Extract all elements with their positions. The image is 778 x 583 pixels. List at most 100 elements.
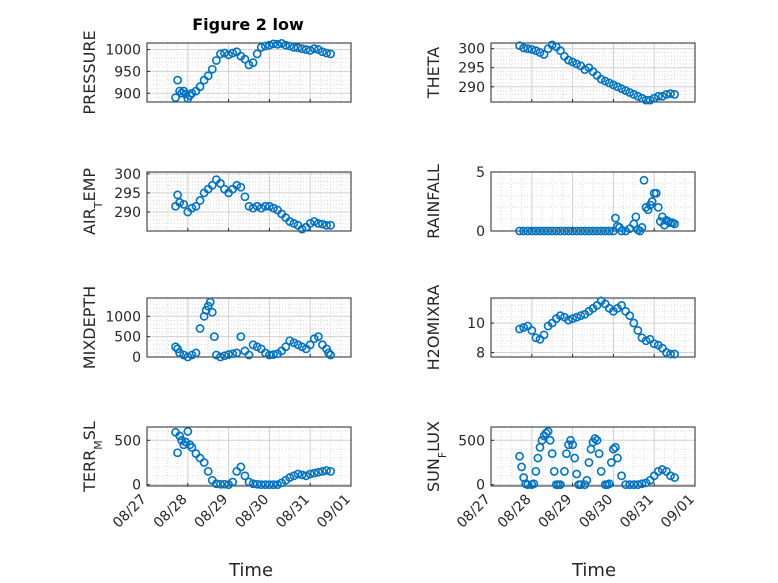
data-point	[209, 332, 219, 342]
data-point	[244, 477, 254, 487]
data-point	[604, 479, 614, 489]
x-tick-label: 08/27	[110, 492, 150, 532]
data-point	[613, 453, 622, 463]
data-point	[515, 226, 524, 236]
x-tick-label: 08/31	[617, 492, 657, 532]
data-point	[203, 71, 213, 81]
data-point	[611, 213, 620, 223]
data-point	[639, 175, 649, 185]
y-axis-label: PRESSURE	[80, 30, 99, 114]
figure-title: Figure 2 low	[192, 15, 304, 34]
data-point	[572, 226, 582, 236]
data-point	[228, 48, 238, 58]
data-point	[293, 469, 303, 479]
data-point	[281, 342, 291, 352]
data-point	[568, 314, 577, 324]
data-point	[248, 479, 258, 489]
data-point	[269, 203, 278, 213]
data-point	[657, 465, 667, 474]
y-tick-label: 0	[476, 224, 485, 240]
data-point	[609, 444, 618, 454]
y-axis-label: H2OMIXRA	[424, 285, 443, 371]
data-point	[662, 89, 671, 99]
data-point	[580, 480, 590, 490]
x-tick-label: 08/29	[192, 492, 232, 532]
data-point	[322, 466, 331, 475]
data-point	[617, 300, 626, 310]
data-point	[637, 479, 647, 489]
data-point	[244, 350, 254, 360]
data-point	[281, 40, 291, 50]
y-tick-label: 500	[114, 433, 141, 449]
data-point	[531, 226, 541, 236]
subplot-sunflux: 0 500 08/27 08/28 08/29 08/30 08/31 09/01 SUNFLU…	[424, 421, 698, 531]
subplot-rainfall: 0 5 RAINFALL	[424, 164, 696, 240]
data-point	[236, 182, 246, 192]
x-tick-label: 09/01	[314, 492, 354, 532]
data-point	[596, 466, 606, 476]
data-point	[531, 333, 541, 343]
data-point	[248, 203, 258, 213]
data-point	[273, 480, 282, 490]
data-point	[657, 91, 667, 101]
data-point	[582, 475, 592, 485]
data-point	[220, 479, 229, 489]
data-point	[633, 326, 643, 335]
data-point	[568, 440, 577, 450]
data-point	[191, 201, 201, 211]
data-point	[576, 311, 586, 321]
data-point	[203, 466, 213, 476]
data-point	[289, 218, 299, 228]
data-point	[177, 88, 187, 98]
data-point	[252, 479, 262, 489]
data-point	[617, 84, 626, 94]
data-point	[256, 480, 266, 490]
data-point	[631, 212, 641, 222]
data-point	[313, 467, 323, 477]
data-point	[517, 462, 526, 472]
data-point	[322, 48, 331, 58]
data-point	[305, 469, 315, 479]
data-point	[177, 435, 187, 445]
data-point	[641, 95, 651, 105]
data-point	[670, 473, 679, 482]
data-point	[264, 350, 274, 360]
data-point	[537, 435, 547, 445]
y-tick-label: 10	[467, 316, 485, 332]
data-point	[584, 226, 594, 236]
data-point	[240, 471, 250, 481]
y-tick-label: 900	[114, 86, 141, 102]
data-point	[645, 95, 655, 105]
data-point	[195, 82, 205, 92]
data-point	[277, 39, 287, 48]
data-point	[264, 40, 274, 50]
data-point	[236, 332, 246, 342]
data-point	[596, 226, 606, 236]
data-point	[181, 89, 191, 99]
data-point	[285, 217, 295, 226]
data-point	[297, 44, 307, 54]
subplot-mixdepth: 0 500 1000 MIXDEPTH	[80, 286, 352, 369]
data-point	[535, 226, 545, 236]
data-point	[653, 466, 663, 476]
data-point	[555, 480, 565, 490]
data-point	[305, 340, 315, 350]
data-point	[519, 323, 529, 332]
subplot-airtemp: 290 295 300 AIRTEMP	[80, 167, 352, 235]
data-point	[216, 179, 225, 188]
data-point	[519, 226, 529, 236]
data-point	[666, 471, 675, 481]
data-point	[560, 226, 569, 236]
data-point	[515, 451, 524, 461]
data-point	[240, 192, 250, 202]
y-tick-label: 0	[132, 350, 141, 366]
data-point	[633, 480, 643, 490]
data-point	[297, 224, 307, 234]
data-point	[600, 76, 610, 86]
data-point	[207, 307, 217, 317]
data-point	[604, 78, 614, 88]
data-point	[244, 201, 254, 211]
data-point	[515, 324, 524, 334]
data-point	[269, 350, 278, 359]
data-point	[555, 46, 565, 56]
